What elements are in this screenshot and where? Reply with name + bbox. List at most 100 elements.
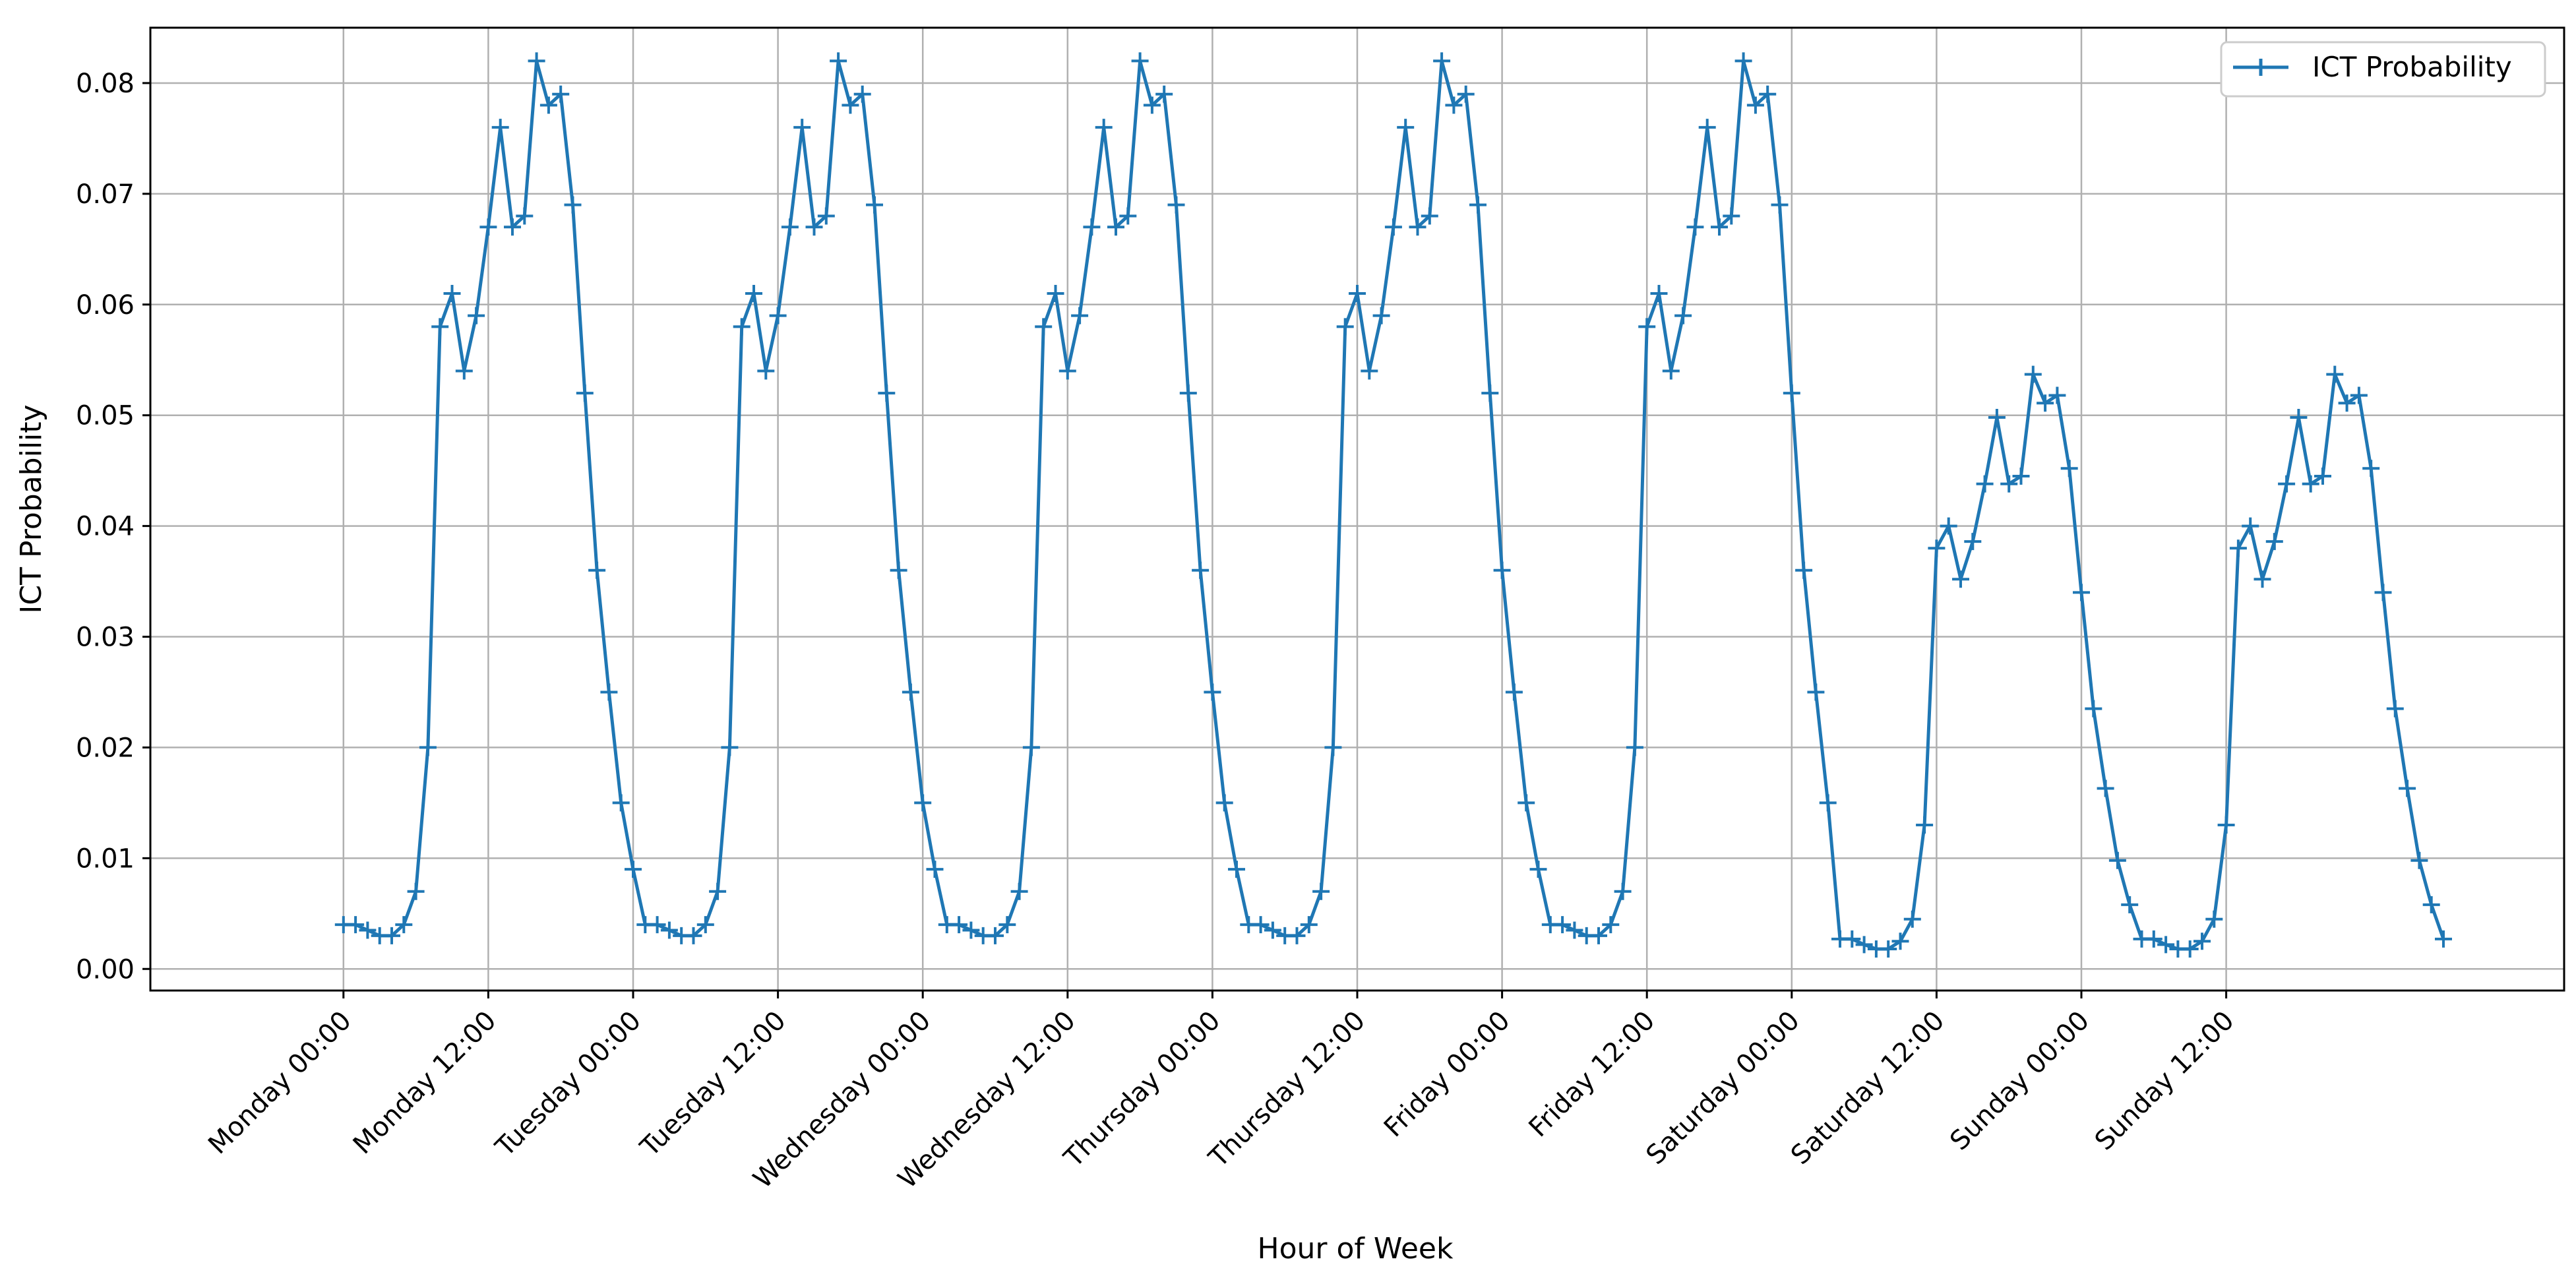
data-point: [1083, 218, 1101, 236]
data-point: [1131, 52, 1149, 70]
data-point: [2193, 932, 2211, 950]
data-point: [1626, 739, 1643, 756]
data-point: [1252, 916, 1270, 934]
y-tick-label: 0.08: [76, 69, 135, 99]
legend-label: ICT Probability: [2312, 51, 2512, 83]
data-point: [395, 916, 413, 934]
data-point: [2085, 700, 2102, 718]
data-point: [1928, 539, 1946, 557]
data-point: [709, 882, 727, 900]
data-point: [1445, 96, 1463, 114]
data-point: [1300, 916, 1318, 934]
data-point: [347, 916, 365, 934]
y-tick-label: 0.04: [76, 512, 135, 542]
data-point: [2048, 386, 2066, 404]
data-point: [419, 739, 437, 756]
data-point: [359, 921, 377, 939]
data-point: [1988, 409, 2006, 427]
data-point: [2217, 816, 2235, 834]
data-point: [1397, 119, 1415, 137]
data-point: [1566, 921, 1583, 939]
data-point: [2290, 409, 2308, 427]
data-point: [2024, 365, 2042, 383]
data-point: [2278, 475, 2296, 493]
data-point: [745, 284, 762, 302]
y-tick-label: 0.06: [76, 290, 135, 321]
data-point: [1457, 85, 1475, 103]
data-point: [2073, 584, 2090, 601]
data-point: [998, 916, 1016, 934]
data-point: [1336, 318, 1354, 336]
data-point: [781, 218, 799, 236]
x-axis-label: Hour of Week: [1258, 1232, 1454, 1266]
data-point: [1964, 533, 1982, 551]
y-axis-label: ICT Probability: [15, 404, 48, 613]
data-point: [1107, 218, 1124, 236]
data-point: [455, 362, 473, 380]
data-point: [1409, 218, 1426, 236]
data-point: [1723, 207, 1740, 225]
data-point: [1554, 916, 1572, 934]
data-point: [1433, 52, 1451, 70]
data-point: [1795, 561, 1813, 579]
data-point: [1421, 207, 1438, 225]
legend-box: [2220, 41, 2546, 98]
data-point: [2399, 780, 2416, 797]
data-point: [1264, 921, 1281, 939]
data-point: [625, 861, 642, 878]
y-gridlines: [150, 82, 2564, 970]
data-point: [962, 921, 980, 939]
data-point: [648, 916, 666, 934]
data-point: [1650, 284, 1668, 302]
y-tick-label: 0.00: [76, 954, 135, 985]
data-point: [950, 916, 968, 934]
data-point: [1686, 218, 1704, 236]
data-point: [1493, 561, 1511, 579]
data-point: [1035, 318, 1053, 336]
data-point: [1518, 794, 1535, 812]
data-point: [1324, 739, 1342, 756]
data-point: [2012, 468, 2030, 485]
data-point: [1155, 85, 1173, 103]
data-point: [1204, 683, 1221, 701]
data-point: [1843, 930, 1861, 948]
data-point: [552, 85, 570, 103]
data-point: [2097, 780, 2114, 797]
data-point: [1481, 384, 1499, 402]
data-point: [2145, 930, 2162, 948]
data-point: [2181, 940, 2199, 958]
data-point: [878, 384, 896, 402]
data-point: [2157, 936, 2175, 954]
data-point: [1372, 307, 1390, 324]
data-point: [479, 218, 497, 236]
data-point: [2229, 539, 2247, 557]
data-point: [817, 207, 835, 225]
data-point: [721, 739, 739, 756]
data-point: [564, 196, 582, 214]
y-tick-label: 0.05: [76, 401, 135, 431]
data-point: [2108, 851, 2126, 869]
y-tick-label: 0.07: [76, 179, 135, 210]
data-point: [2362, 460, 2380, 477]
data-point: [1771, 196, 1789, 214]
data-point: [383, 927, 400, 944]
data-point: [1952, 570, 1969, 588]
data-point: [1010, 882, 1028, 900]
data-point: [1469, 196, 1487, 214]
data-point: [1312, 882, 1330, 900]
legend: ICT Probability: [2220, 41, 2546, 98]
y-tick-label: 0.01: [76, 843, 135, 874]
data-point: [2205, 910, 2223, 928]
data-point: [2410, 851, 2428, 869]
data-point: [2386, 700, 2404, 718]
data-point: [1288, 927, 1306, 944]
data-point: [576, 384, 594, 402]
data-point: [504, 218, 521, 236]
data-point: [1179, 384, 1197, 402]
data-point: [1349, 284, 1366, 302]
data-point: [1976, 475, 1994, 493]
data-point: [1711, 218, 1728, 236]
data-point: [805, 218, 823, 236]
data-point: [902, 683, 919, 701]
